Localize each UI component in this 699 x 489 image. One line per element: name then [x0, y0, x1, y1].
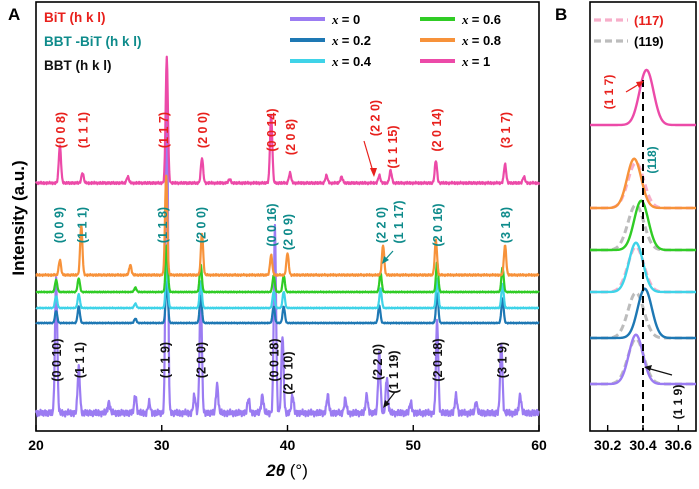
hkl-annotation: (1 1 1) [75, 207, 89, 243]
legend-label: x = 0 [331, 12, 360, 27]
legend-label: x = 0.6 [461, 12, 501, 27]
arrow-head-bbt-1119 [383, 400, 390, 408]
panel-b-x-tick-label: 30.4 [629, 437, 656, 453]
hkl-annotation: (3 1 7) [499, 112, 513, 148]
legend-label: x = 0.4 [331, 54, 372, 69]
hkl-annotation: (0 0 9) [53, 207, 67, 243]
x-axis-label-unit: (°) [285, 461, 308, 480]
hkl-annotation: (1 1 1) [77, 112, 91, 148]
panel-b-x-ticks: 30.2 30.4 30.6 [594, 425, 692, 453]
x-tick-label: 20 [28, 437, 44, 453]
x-tick-label: 50 [405, 437, 421, 453]
panel-a: A Intensity (a.u.) 2θ (°) 20 30 40 50 60 (0 … [8, 1, 547, 480]
panel-a-annotations: (0 0 10) (1 1 1) (1 1 9) (2 0 0) (0 0 18) (2 … [50, 100, 513, 395]
hkl-annotation: (2 0 0) [195, 342, 209, 378]
panel-b-legend-label: (119) [634, 34, 664, 49]
hkl-annotation: (2 0 8) [284, 119, 298, 155]
panel-b-annot-119: (1 1 9) [671, 385, 685, 420]
x-tick-label: 60 [531, 437, 547, 453]
x-tick-label: 40 [280, 437, 296, 453]
hkl-annotation: (1 1 1) [73, 342, 87, 378]
hkl-annotation: (2 0 14) [430, 108, 444, 151]
panel-b-arrow-head-117 [636, 81, 644, 88]
x-tick-label: 30 [154, 437, 170, 453]
phase-label-bbt: BBT (h k l) [44, 58, 112, 73]
b-series-x-1-line [590, 68, 696, 127]
panel-b-legend: (117) (119) [594, 13, 664, 49]
hkl-annotation: (1 1 17) [392, 200, 406, 243]
hkl-annotation: (2 2 0) [371, 344, 385, 380]
hkl-annotation: (2 0 9) [282, 214, 296, 250]
panel-b-annot-117: (1 1 7) [602, 75, 616, 110]
annotation-arrows [363, 140, 396, 408]
panel-a-x-ticks: 20 30 40 50 60 [28, 425, 547, 453]
series-x-1-line [34, 55, 541, 186]
panel-b: B 30.2 30.4 30.6 (117) (119) (1 1 7) (118) … [555, 1, 697, 453]
hkl-annotation: (0 0 10) [50, 338, 64, 381]
panel-b-arrow-head-119 [644, 365, 652, 371]
series-x-0-line [34, 58, 540, 418]
panel-b-annot-118: (118) [645, 146, 659, 173]
panel-b-x-tick-label: 30.2 [594, 437, 621, 453]
panel-b-label: B [555, 5, 567, 24]
hkl-annotation: (1 1 7) [157, 112, 171, 148]
panel-b-arrow-119 [646, 367, 673, 376]
hkl-annotation: (2 0 16) [431, 203, 445, 246]
legend-label: x = 1 [461, 54, 490, 69]
b-series-x-0-line [590, 333, 696, 386]
hkl-annotation: (2 0 10) [282, 351, 296, 394]
phase-label-bit: BiT (h k l) [44, 10, 106, 25]
series-x-0.4-line [35, 262, 540, 310]
hkl-annotation: (2 0 18) [431, 338, 445, 381]
y-axis-label: Intensity (a.u.) [9, 160, 28, 275]
arrow-head-bbt-bit-1117 [382, 256, 389, 264]
panel-a-label: A [8, 5, 20, 24]
phase-labels: BiT (h k l) BBT -BiT (h k l) BBT (h k l) [44, 10, 142, 73]
hkl-annotation: (3 1 9) [495, 342, 509, 378]
hkl-annotation: (2 2 0) [375, 207, 389, 243]
hkl-annotation: (2 0 0) [195, 207, 209, 243]
x-axis-label-main: 2θ [265, 461, 285, 480]
panel-b-annotations: (1 1 7) (118) (1 1 9) [602, 75, 685, 420]
hkl-annotation: (0 0 18) [268, 338, 282, 381]
legend-label: x = 0.8 [461, 33, 501, 48]
b-series-x-0.8-line [590, 157, 696, 210]
series-x-0.6-line [35, 244, 540, 294]
panel-b-x-tick-label: 30.6 [665, 437, 692, 453]
hkl-annotation: (2 0 0) [196, 112, 210, 148]
panel-a-series [34, 55, 541, 418]
hkl-annotation: (2 2 0) [368, 100, 382, 136]
hkl-annotation: (3 1 8) [499, 207, 513, 243]
panel-b-legend-label: (117) [634, 13, 664, 28]
x-axis-label: 2θ (°) [265, 461, 308, 480]
panel-a-legend: x = 0 x = 0.2 x = 0.4 x = 0.6 x = 0.8 x = 1 [290, 12, 501, 69]
phase-label-bbt-bit: BBT -BiT (h k l) [44, 34, 142, 49]
hkl-annotation: (1 1 15) [386, 125, 400, 168]
hkl-annotation: (1 1 8) [156, 207, 170, 243]
hkl-annotation: (1 1 19) [387, 350, 401, 393]
series-x-0.8-line [35, 174, 540, 278]
hkl-annotation: (1 1 9) [158, 342, 172, 378]
hkl-annotation: (0 0 8) [54, 112, 68, 148]
series-x-0.2-line [35, 280, 540, 325]
hkl-annotation: (0 0 14) [265, 108, 279, 151]
hkl-annotation: (0 0 16) [265, 203, 279, 246]
arrow-head-bit-220 [370, 168, 377, 177]
legend-label: x = 0.2 [331, 33, 371, 48]
